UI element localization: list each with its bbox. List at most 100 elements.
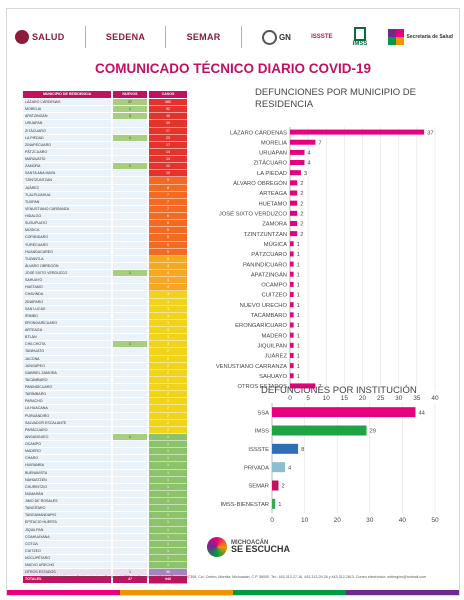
cell-municipio: TZINTZUNTZAN (23, 177, 111, 185)
cell-municipio: EPITACIO HUERTA (23, 519, 111, 527)
cell-municipio: NUMARÁN (23, 490, 111, 498)
x-tick-label: 0 (270, 517, 274, 524)
cell-municipio: CHAVINDA (23, 291, 111, 299)
header-nuevos: NUEVOS (113, 91, 147, 98)
cell-casos: 1 (149, 526, 187, 534)
cell-municipio: JACONA (23, 355, 111, 363)
table-row: SALVADOR ESCALANTE 2 (23, 419, 187, 427)
cell-nuevos (113, 490, 147, 498)
bar (290, 312, 294, 318)
cell-casos: 9 (149, 177, 187, 185)
cell-casos: 1 (149, 562, 187, 570)
cell-nuevos (113, 305, 147, 313)
cell-casos: 1 (149, 448, 187, 456)
data-label: 2 (300, 181, 303, 187)
category-label: CUITZEO (262, 293, 288, 299)
cell-municipio: BUENAVISTA (23, 469, 111, 477)
cell-municipio: NUEVO URECHO (23, 562, 111, 570)
cell-nuevos: 1 (113, 106, 147, 114)
bar (290, 160, 305, 166)
data-label: 1 (278, 502, 281, 508)
table-row: ARTEAGA 3 (23, 327, 187, 335)
table-row: TUXPAN 7 (23, 198, 187, 206)
chart-title-municipio: DEFUNCIONES POR MUNICIPIO DE RESIDENCIA (255, 87, 416, 110)
cell-municipio: COAHUAYANA (23, 533, 111, 541)
table-row: CHARO 1 (23, 455, 187, 463)
cell-nuevos (113, 455, 147, 463)
table-row: JOSÉ SIXTO VERDUZCO 1 4 (23, 270, 187, 278)
cell-municipio: CUITZEO (23, 547, 111, 555)
cell-nuevos (113, 213, 147, 221)
data-label: 1 (297, 333, 300, 339)
cell-municipio: COTIJA (23, 540, 111, 548)
cell-casos: 4 (149, 255, 187, 263)
cell-municipio: ERONGARÍCUARO (23, 319, 111, 327)
bar (290, 322, 294, 328)
cell-nuevos: 1 (113, 270, 147, 278)
divider (165, 26, 167, 48)
table-row: CHAVINDA 3 (23, 291, 187, 299)
data-label: 7 (318, 384, 321, 390)
table-row: URUAPAN 39 (23, 120, 187, 128)
cell-casos: 1 (149, 469, 187, 477)
bar (290, 190, 298, 196)
gn-label: GN (278, 32, 291, 42)
cell-municipio: CHURINTZIO (23, 483, 111, 491)
cell-municipio: MARAVATÍO (23, 156, 111, 164)
bar (290, 302, 294, 308)
table-row: HUIRAMBA 1 (23, 462, 187, 470)
cell-municipio: TUXPAN (23, 198, 111, 206)
cell-casos: 3 (149, 305, 187, 313)
table-row: SAN LUCAS 3 (23, 305, 187, 313)
table-row: MÚGICA 5 (23, 227, 187, 235)
cell-casos: 1 (149, 540, 187, 548)
cell-nuevos (113, 540, 147, 548)
bar (290, 170, 301, 176)
cell-municipio: ARTEAGA (23, 327, 111, 335)
cell-casos: 1 (149, 555, 187, 563)
table-row: GABRIEL ZAMORA 2 (23, 369, 187, 377)
table-row: ZITÁCUARO 27 (23, 127, 187, 135)
cell-municipio: MORELIA (23, 106, 111, 114)
x-tick-label: 30 (366, 517, 374, 524)
cell-municipio: LA HUACANA (23, 405, 111, 413)
table-row: PÁTZCUARO 14 (23, 148, 187, 156)
cell-casos: 2 (149, 398, 187, 406)
cell-municipio: TANGÍTARO (23, 505, 111, 513)
table-row: SAHUAYO 4 (23, 277, 187, 285)
cell-casos: 2 (149, 362, 187, 370)
x-tick-label: 50 (431, 517, 439, 524)
cell-casos: 5 (149, 234, 187, 242)
x-tick-label: 30 (395, 395, 403, 402)
cell-nuevos (113, 120, 147, 128)
data-label: 1 (297, 313, 300, 319)
x-tick-label: 10 (323, 395, 331, 402)
cell-casos: 5 (149, 248, 187, 256)
cell-casos: 56 (149, 569, 187, 577)
data-label: 1 (297, 303, 300, 309)
table-row: YURÉCUARO 5 (23, 241, 187, 249)
table-row: TACÁMBARO 2 (23, 376, 187, 384)
cell-casos: 92 (149, 106, 187, 114)
cell-nuevos (113, 141, 147, 149)
table-row: JUNGAPEO 2 (23, 362, 187, 370)
cell-municipio: HUETAMO (23, 284, 111, 292)
bar (290, 139, 316, 145)
table-row: ÁLVARO OBREGÓN 4 (23, 262, 187, 270)
cell-casos: 2 (149, 384, 187, 392)
table-row: TANGAMANDAPIO 1 (23, 512, 187, 520)
issste-logo: ISSSTE (311, 34, 332, 40)
cell-municipio: JIMO DE ROSALES (23, 498, 111, 506)
bar (272, 462, 286, 473)
cell-municipio: CHILCHOTA (23, 341, 111, 349)
cell-nuevos (113, 369, 147, 377)
bar (290, 251, 294, 257)
page-title: COMUNICADO TÉCNICO DIARIO COVID-19 (94, 61, 371, 76)
table-header: MUNICIPIO DE RESIDENCIA NUEVOS CASOS (23, 91, 187, 98)
table-row: IRIMBO 3 (23, 312, 187, 320)
bar (290, 231, 298, 237)
cell-nuevos (113, 469, 147, 477)
table-row: ERONGARÍCUARO 3 (23, 319, 187, 327)
data-label: 1 (297, 272, 300, 278)
